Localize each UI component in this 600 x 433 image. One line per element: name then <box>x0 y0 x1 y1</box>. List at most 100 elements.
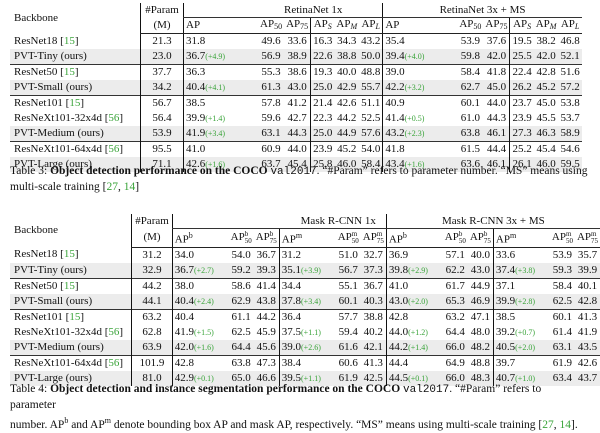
citation-link[interactable]: 15 <box>69 97 81 109</box>
gain-delta: (+1.4) <box>408 342 428 352</box>
citation-link[interactable]: 15 <box>63 66 75 78</box>
metric-cell: 63.2 <box>442 308 468 325</box>
metric-cell: 43.7 <box>574 370 600 386</box>
metric-cell: 51.1 <box>359 95 383 111</box>
col-aps: APS <box>310 17 335 34</box>
citation-link[interactable]: 56 <box>108 112 120 124</box>
metric-cell: 40.9 <box>382 95 458 111</box>
metric-cell: 39.0(+2.6) <box>278 339 336 356</box>
metric-cell: 39.9(+2.8) <box>492 293 550 310</box>
col-ap: AP <box>382 17 458 34</box>
metric-cell: 64.9 <box>442 354 468 371</box>
table-row: ResNeXt101-32x4d [56] 62.8 41.9(+1.5) 62.5 4… <box>10 324 600 340</box>
metric-cell: 44.4 <box>483 141 510 157</box>
table-3-body: ResNet18 [15] 21.3 31.8 49.6 33.6 16.3 34.3 43.… <box>10 33 582 172</box>
backbone-name: PVT-Medium (ours) <box>10 126 141 142</box>
metric-cell: 40.0 <box>470 248 490 261</box>
metric-cell: 63.8 <box>457 126 484 142</box>
metric-cell: 59.6 <box>261 112 281 124</box>
metric-cell: 44.3 <box>284 126 311 142</box>
metric-cell: 41.9 <box>577 325 598 338</box>
param-count: 63.9 <box>131 339 173 356</box>
col-aps: APS <box>509 17 534 34</box>
metric-cell: 55.3 <box>258 64 285 80</box>
metric-cell: 45.9 <box>256 325 276 338</box>
metric-cell: 39.9 <box>574 262 600 279</box>
citation-link[interactable]: 27 <box>106 181 118 193</box>
metric-cell: 59.4 <box>338 325 358 338</box>
col-apb: APb <box>171 228 229 248</box>
metric-cell: 49.6 <box>261 35 281 47</box>
metric-cell: 63.8 <box>228 354 254 371</box>
gain-delta: (+4.9) <box>205 52 226 61</box>
metric-cell: 58.9 <box>558 126 582 142</box>
caption-bold: Object detection performance on the COCO <box>50 165 268 177</box>
citation-link[interactable]: 15 <box>69 310 81 323</box>
table-row: ResNet101 [15] 63.2 40.4 61.1 44.2 36.4 57.7 38… <box>10 308 600 325</box>
metric-cell: 23.9 <box>509 111 534 126</box>
table-4-caption: Table 4: Object detection and instance s… <box>10 382 590 433</box>
metric-cell: 43.2(+2.3) <box>382 126 458 142</box>
metric-cell: 40.4(+4.1) <box>183 80 258 96</box>
citation-link[interactable]: 56 <box>108 356 120 369</box>
metric-cell: 61.4 <box>552 325 573 338</box>
metric-cell: 36.7 <box>256 248 276 261</box>
metric-cell: 37.8(+3.4) <box>278 293 336 310</box>
col-ap75: AP75 <box>483 17 510 34</box>
metric-cell: 65.3 <box>442 293 468 310</box>
metric-cell: 55.7 <box>359 80 383 96</box>
metric-cell: 31.8 <box>183 33 258 49</box>
metric-cell: 22.6 <box>310 49 335 65</box>
metric-cell: 40.0 <box>334 64 360 80</box>
metric-cell: 37.6 <box>486 35 507 47</box>
gain-delta: (+1.6) <box>404 160 425 169</box>
metric-cell: 53.8 <box>558 95 582 111</box>
metric-cell: 34.0 <box>171 247 229 263</box>
param-count: 23.0 <box>140 49 184 65</box>
metric-cell: 60.1 <box>457 95 484 111</box>
citation-link[interactable]: 15 <box>63 279 75 292</box>
metric-cell: 62.9 <box>228 293 254 310</box>
param-count: 32.9 <box>131 262 173 279</box>
metric-cell: 19.5 <box>509 33 534 49</box>
gain-delta: (+2.6) <box>301 342 321 352</box>
table-3-caption: Table 3: Object detection performance on… <box>10 164 590 195</box>
metric-cell: 40.4(+2.4) <box>171 293 229 310</box>
backbone-name: ResNet50 [15] <box>10 277 132 294</box>
table-4-body: ResNet18 [15] 31.2 34.0 54.0 36.7 31.2 51.0 32.… <box>10 247 600 386</box>
caption-label: Table 3: <box>10 165 48 177</box>
metric-cell: 40.3 <box>360 293 387 310</box>
gain-delta: (+1.0) <box>515 373 535 383</box>
citation-link[interactable]: 15 <box>63 248 75 261</box>
metric-cell: 33.6 <box>287 35 307 47</box>
metric-cell: 46.0 <box>334 157 360 172</box>
citation-link[interactable]: 56 <box>108 325 120 338</box>
citation-link[interactable]: 56 <box>108 143 120 155</box>
metric-cell: 46.0 <box>533 157 559 172</box>
table-row: PVT-Large (ours) 71.1 42.6(+1.6) 63.7 45.4 25… <box>10 157 582 172</box>
metric-cell: 26.2 <box>509 80 534 96</box>
metric-cell: 56.7 <box>335 262 361 279</box>
metric-cell: 53.7 <box>560 112 580 124</box>
gain-delta: (+1.6) <box>205 160 226 169</box>
metric-cell: 51.0 <box>338 248 358 261</box>
col-apb: APb <box>385 228 443 248</box>
metric-cell: 23.9 <box>310 141 335 157</box>
table-row: PVT-Tiny (ours) 32.9 36.7(+2.7) 59.2 39.3 35.… <box>10 262 600 279</box>
param-count: 63.2 <box>131 308 173 325</box>
metric-cell: 58.4 <box>359 157 383 172</box>
header-param: #Param <box>140 3 184 18</box>
metric-cell: 34.3 <box>337 35 357 47</box>
table-row: ResNet50 [15] 37.7 36.3 55.3 38.6 19.3 40.0 48.… <box>10 64 582 80</box>
metric-cell: 45.5 <box>536 112 556 124</box>
metric-cell: 38.9 <box>284 49 311 65</box>
citation-link[interactable]: 14 <box>123 181 136 193</box>
metric-cell: 57.6 <box>359 126 383 142</box>
citation-link[interactable]: 14 <box>559 418 572 431</box>
gain-delta: (+2.0) <box>515 342 535 352</box>
header-retinanet-1x: RetinaNet 1x <box>182 3 383 18</box>
citation-link[interactable]: 27 <box>542 418 554 431</box>
metric-cell: 60.6 <box>335 354 361 371</box>
gain-delta: (+0.5) <box>404 114 425 123</box>
citation-link[interactable]: 15 <box>63 34 75 47</box>
